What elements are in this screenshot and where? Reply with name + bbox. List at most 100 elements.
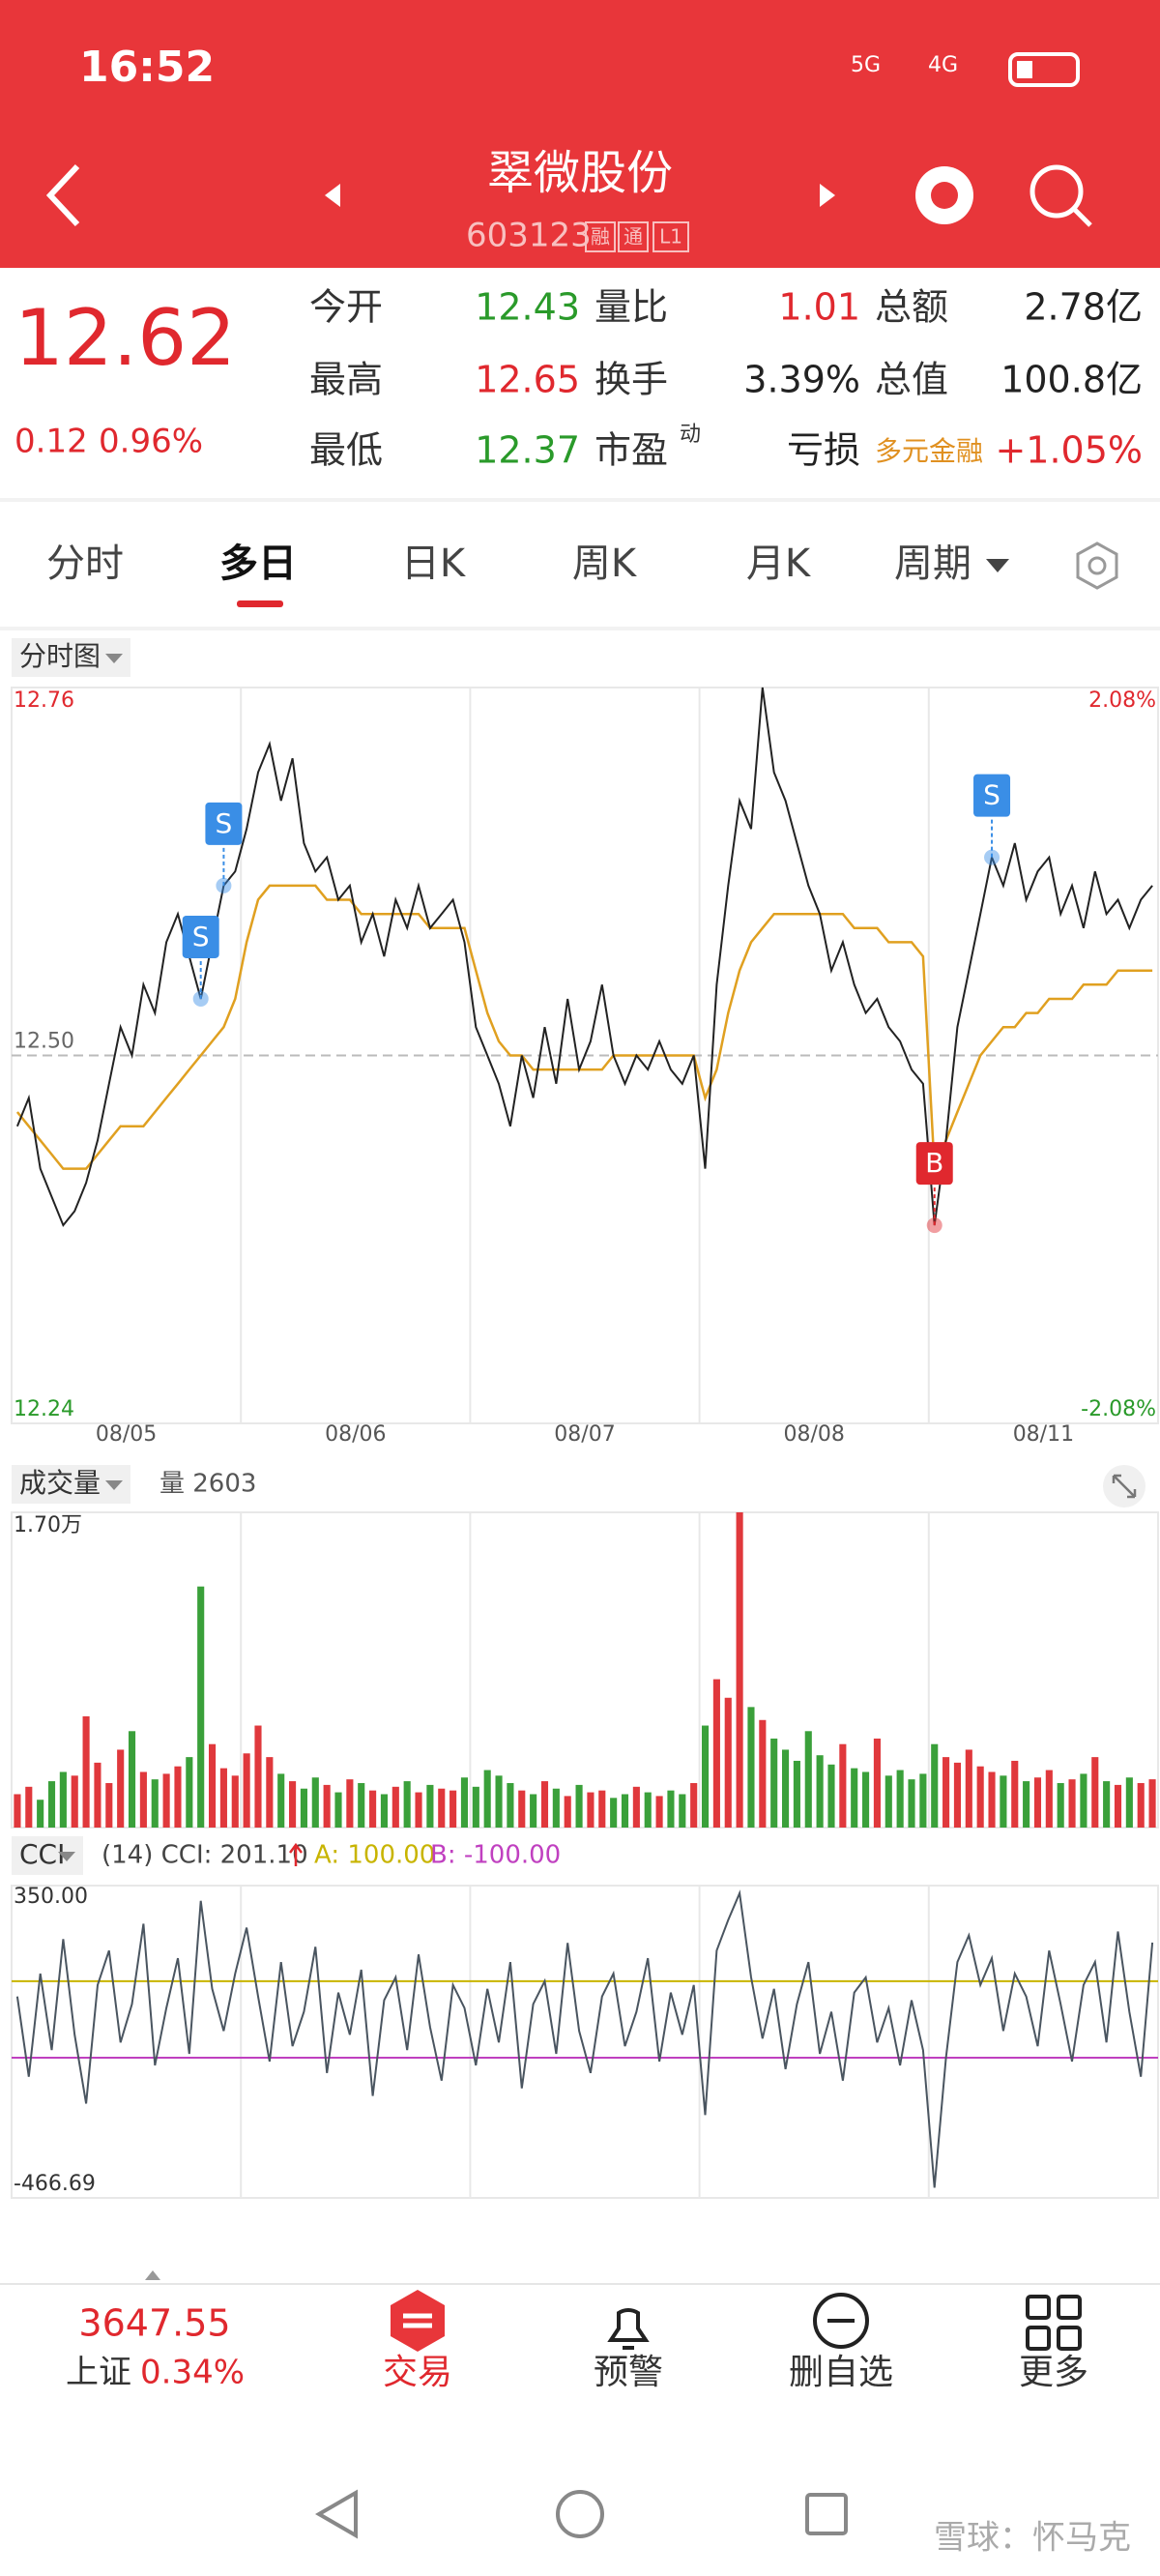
trade-glyph bbox=[403, 2313, 432, 2328]
trade-icon[interactable] bbox=[391, 2290, 445, 2352]
marker-dot bbox=[216, 877, 232, 893]
y-tick-label: 12.50 bbox=[14, 1030, 74, 1054]
volume-bar bbox=[965, 1749, 972, 1828]
marker-dot bbox=[192, 990, 209, 1007]
nav-label[interactable]: 交易 bbox=[383, 2353, 452, 2392]
tab-underline bbox=[237, 600, 283, 607]
stat-label: 多元金融 bbox=[875, 435, 983, 467]
last-price: 12.62 bbox=[14, 293, 236, 383]
more-icon[interactable] bbox=[1026, 2295, 1082, 2351]
stat-value: +1.05% bbox=[995, 429, 1143, 472]
volume-bar bbox=[816, 1755, 824, 1828]
stat-label: 量比 bbox=[594, 286, 668, 329]
volume-bar bbox=[564, 1796, 571, 1828]
index-change: 0.34% bbox=[140, 2354, 245, 2392]
stat-value: 12.65 bbox=[475, 359, 580, 401]
tab[interactable]: 周K bbox=[572, 542, 638, 586]
volume-bar bbox=[931, 1743, 939, 1828]
volume-bar bbox=[598, 1790, 606, 1828]
y-tick-label: 12.76 bbox=[14, 688, 74, 713]
nav-label[interactable]: 删自选 bbox=[789, 2353, 893, 2392]
marker-box bbox=[915, 1142, 953, 1186]
remove-icon[interactable] bbox=[813, 2293, 869, 2349]
back-button[interactable] bbox=[45, 163, 80, 227]
battery bbox=[1008, 52, 1080, 87]
stat-value: 亏损 bbox=[787, 429, 860, 472]
stat-label: 总额 bbox=[875, 286, 948, 329]
volume-bar bbox=[403, 1781, 411, 1828]
clock: 16:52 bbox=[79, 43, 215, 92]
stat-value: 3.39% bbox=[743, 359, 860, 401]
more-cell bbox=[1026, 2326, 1051, 2351]
y-tick-label: 12.24 bbox=[14, 1397, 74, 1421]
volume-bar bbox=[919, 1773, 927, 1828]
panel-label: CCI bbox=[19, 1838, 65, 1870]
volume-bar bbox=[277, 1773, 285, 1828]
more-cell bbox=[1057, 2326, 1082, 2351]
plot-frame bbox=[11, 1885, 1159, 2199]
x-tick-label: 08/05 bbox=[96, 1422, 157, 1447]
marker-box bbox=[205, 802, 243, 845]
stat-label: 最低 bbox=[309, 429, 383, 472]
search-handle bbox=[1072, 207, 1092, 227]
panel-dropdown bbox=[58, 1852, 75, 1861]
sys-home[interactable] bbox=[556, 2490, 604, 2538]
volume-bar bbox=[873, 1738, 881, 1828]
nav-label[interactable]: 更多 bbox=[1019, 2353, 1088, 2392]
price-line bbox=[15, 687, 1153, 1228]
sys-back[interactable] bbox=[315, 2489, 358, 2539]
volume-bar bbox=[839, 1743, 847, 1828]
stat-label-sup: 动 bbox=[680, 423, 701, 447]
watermark: 雪球：怀马克 bbox=[934, 2519, 1131, 2558]
volume-bar bbox=[1057, 1782, 1064, 1828]
tab[interactable]: 周期 bbox=[894, 542, 972, 586]
volume-bar bbox=[1000, 1775, 1007, 1828]
stat-label: 总值 bbox=[875, 359, 948, 401]
prev-stock[interactable] bbox=[325, 184, 340, 207]
search-icon[interactable] bbox=[1030, 164, 1084, 219]
cci-note: (14) CCI: 201.10 bbox=[102, 1841, 308, 1870]
battery-level bbox=[1017, 61, 1032, 78]
volume-bar bbox=[1148, 1779, 1156, 1828]
panel-dropdown bbox=[105, 1480, 123, 1490]
volume-bar bbox=[621, 1794, 629, 1828]
volume-bar bbox=[323, 1784, 331, 1828]
panel-dropdown bbox=[105, 654, 123, 663]
expand-glyph bbox=[1112, 1474, 1137, 1499]
stat-label: 换手 bbox=[594, 359, 668, 401]
settings-icon[interactable] bbox=[1076, 542, 1118, 590]
volume-bar bbox=[896, 1770, 904, 1828]
volume-bar bbox=[781, 1749, 790, 1828]
top-bar bbox=[0, 0, 1160, 268]
volume-bar bbox=[793, 1760, 800, 1828]
volume-bar bbox=[94, 1762, 102, 1828]
volume-bar bbox=[632, 1786, 640, 1828]
tab[interactable]: 日K bbox=[401, 542, 467, 586]
volume-bar bbox=[346, 1779, 354, 1828]
volume-bar bbox=[25, 1786, 33, 1828]
volume-bar bbox=[1045, 1770, 1053, 1828]
stat-value: 12.37 bbox=[475, 429, 580, 472]
tab[interactable]: 月K bbox=[746, 542, 812, 586]
dropdown-arrow bbox=[986, 559, 1009, 572]
volume-bar bbox=[197, 1586, 205, 1828]
tab[interactable]: 多日 bbox=[219, 542, 297, 586]
alert-icon[interactable] bbox=[607, 2307, 650, 2350]
volume-bar bbox=[518, 1790, 526, 1828]
volume-bar bbox=[369, 1790, 377, 1828]
y-tick-label: 350.00 bbox=[14, 1885, 88, 1909]
y2-tick-label: 2.08% bbox=[1088, 688, 1156, 713]
volume-bar bbox=[128, 1731, 136, 1828]
nav-label[interactable]: 预警 bbox=[594, 2353, 663, 2392]
tab[interactable]: 分时 bbox=[46, 542, 124, 586]
volume-bar bbox=[1103, 1781, 1111, 1828]
marker-label: B bbox=[925, 1147, 943, 1179]
volume-bar bbox=[426, 1784, 434, 1828]
next-stock[interactable] bbox=[820, 184, 835, 207]
volume-bar bbox=[37, 1800, 44, 1828]
sys-recent[interactable] bbox=[805, 2493, 848, 2535]
volume-bar bbox=[208, 1743, 217, 1828]
stat-label: 最高 bbox=[309, 359, 383, 401]
